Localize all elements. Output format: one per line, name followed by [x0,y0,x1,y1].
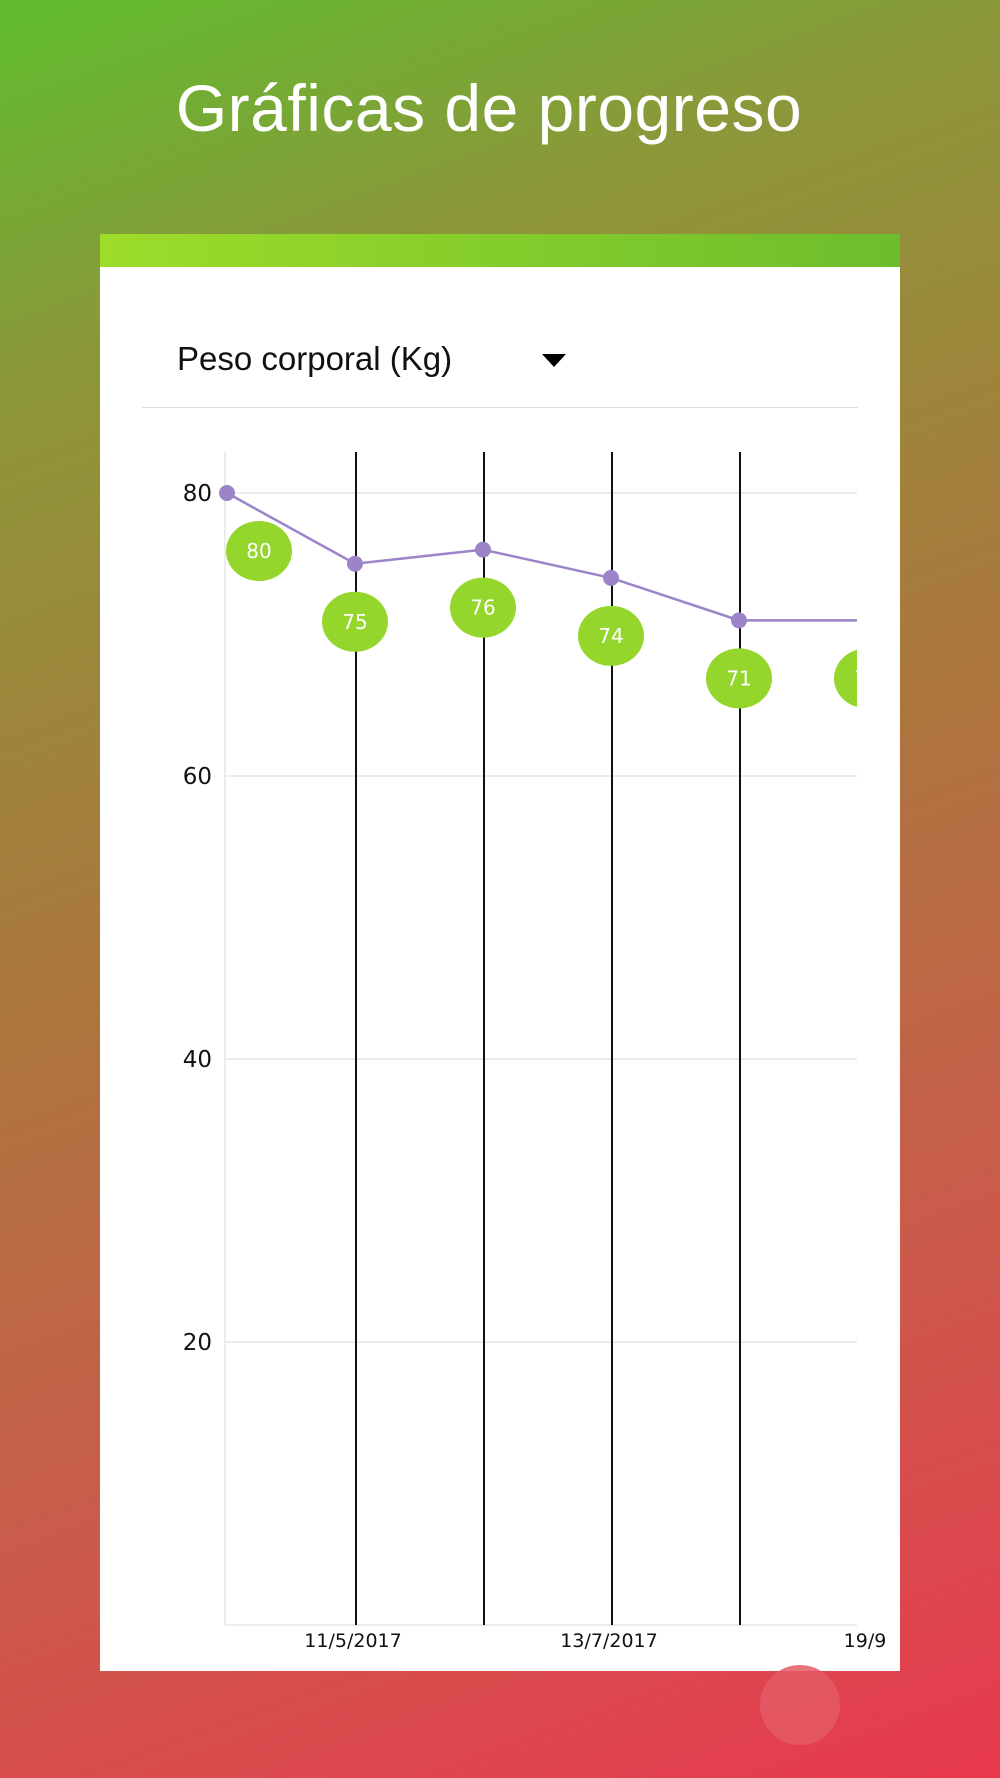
data-label-bubble [706,648,772,709]
floating-action-button[interactable] [760,1665,840,1745]
data-label-bubble [450,577,516,638]
chart-card: Peso corporal (Kg) [100,234,900,1671]
card-accent-bar [100,234,900,267]
x-tick-label: 19/9 [844,1630,887,1652]
data-point [347,555,363,572]
series-line [226,491,857,622]
data-label: 71 [854,666,879,690]
y-tick-label: 40 [183,1047,212,1073]
metric-selector[interactable]: Peso corporal (Kg) [142,314,858,408]
data-point [219,485,235,501]
data-point [603,569,619,586]
data-point [731,612,747,629]
data-point [859,612,875,628]
data-label: 75 [342,610,367,634]
x-tick-label: 11/5/2017 [304,1630,401,1652]
data-label-bubble [834,649,857,707]
metric-selector-value: Peso corporal (Kg) [177,340,453,377]
plot-area: 80 75 76 74 71 71 [219,452,879,1625]
data-label: 76 [470,596,495,620]
data-label-bubble [226,521,292,581]
y-tick-label: 80 [183,481,212,507]
y-tick-label: 20 [183,1330,212,1356]
data-point [475,541,491,558]
data-label: 74 [598,624,623,648]
y-tick-label: 60 [183,764,212,790]
data-label: 71 [726,666,751,690]
data-label: 80 [246,539,271,563]
dropdown-caret-icon[interactable] [542,354,566,367]
data-label-bubble [578,605,644,666]
data-label-bubble [322,591,388,652]
page-title: Gráficas de progreso [175,71,803,145]
x-tick-label: 13/7/2017 [560,1630,657,1652]
